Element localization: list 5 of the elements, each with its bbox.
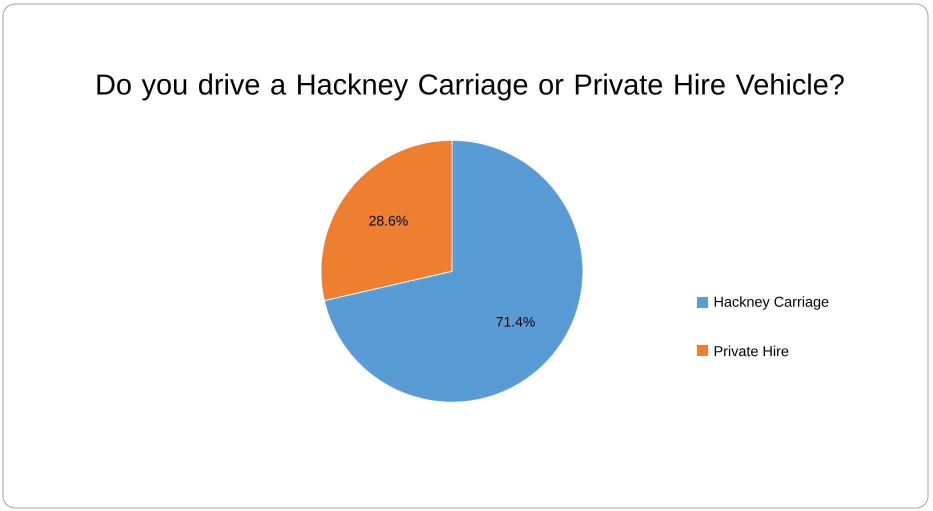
data-label: 28.6% <box>369 216 408 226</box>
chart-title: Do you drive a Hackney Carriage or Private Hire Vehicle? <box>97 74 844 100</box>
data-label: 71.4% <box>496 316 535 327</box>
legend-label: Private Hire <box>714 346 788 356</box>
legend-label: Hackney Carriage <box>714 296 828 310</box>
